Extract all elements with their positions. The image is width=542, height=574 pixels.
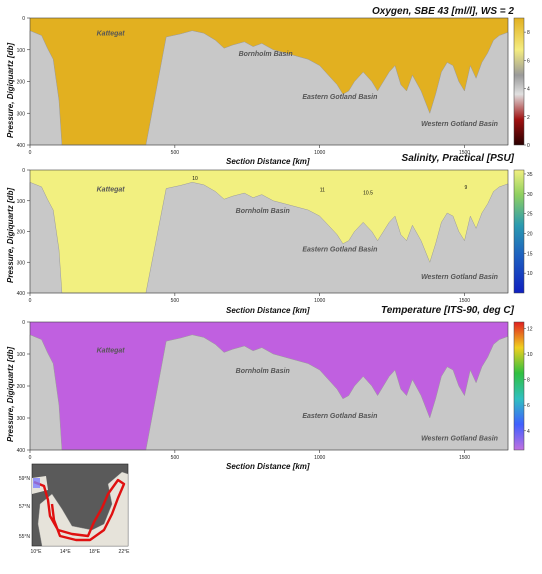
basin-label: Western Gotland Basin (421, 121, 498, 128)
basin-label: Bornholm Basin (236, 368, 290, 375)
y-tick-label: 400 (17, 143, 26, 149)
x-tick-label: 1000 (314, 150, 325, 156)
y-tick-label: 400 (17, 291, 26, 297)
colorbar (513, 169, 525, 294)
colorbar-tick-label: 6 (527, 403, 530, 409)
oxygen-xlabel: Section Distance [km] (226, 157, 310, 166)
colorbar-tick-label: 0 (527, 143, 530, 149)
basin-label: Kattegat (97, 187, 126, 194)
x-tick-label: 1000 (314, 298, 325, 304)
colorbar-tick-label: 35 (527, 172, 533, 178)
colorbar-tick-label: 12 (527, 326, 533, 332)
colorbar-tick-label: 10 (527, 271, 533, 277)
y-tick-label: 200 (17, 384, 26, 390)
basin-label: Kattegat (97, 347, 126, 354)
colorbar (513, 17, 525, 146)
y-tick-label: 100 (17, 352, 26, 358)
colorbar-tick-label: 2 (527, 115, 530, 121)
x-tick-label: 1000 (314, 455, 325, 461)
colorbar-tick-label: 8 (527, 30, 530, 36)
map-lon-label: 18°E (89, 549, 101, 555)
colorbar (513, 321, 525, 451)
y-tick-label: 200 (17, 230, 26, 236)
oxygen-title: Oxygen, SBE 43 [ml/l], WS = 2 (372, 6, 514, 17)
map-lat-label: 59°N (19, 476, 31, 482)
cruise-track (33, 478, 126, 542)
basin-label: Eastern Gotland Basin (302, 413, 377, 420)
x-tick-label: 1500 (459, 455, 470, 461)
cruise-track-map: 59°N 57°N 55°N 10°E 14°E 18°E 22°E (19, 463, 131, 555)
y-tick-label: 300 (17, 416, 26, 422)
colorbar-tick-label: 8 (527, 378, 530, 384)
x-tick-label: 500 (171, 150, 180, 156)
colorbar-tick-label: 25 (527, 212, 533, 218)
colorbar-tick-label: 20 (527, 231, 533, 237)
seabed-profile (29, 30, 509, 146)
y-tick-label: 400 (17, 448, 26, 454)
x-tick-label: 0 (29, 455, 32, 461)
y-tick-label: 0 (22, 320, 25, 326)
x-tick-label: 0 (29, 150, 32, 156)
contour-label: 10 (192, 176, 198, 182)
y-tick-label: 0 (22, 168, 25, 174)
temperature-xlabel: Section Distance [km] (226, 462, 310, 471)
basin-label: Kattegat (97, 30, 126, 37)
x-tick-label: 0 (29, 298, 32, 304)
basin-label: Eastern Gotland Basin (302, 94, 377, 101)
basin-label: Bornholm Basin (236, 208, 290, 215)
map-lon-label: 22°E (119, 549, 131, 555)
colorbar-tick-label: 30 (527, 192, 533, 198)
contour-label: 9 (465, 185, 468, 191)
y-tick-label: 200 (17, 80, 26, 86)
y-tick-label: 100 (17, 199, 26, 205)
seabed-profile (29, 334, 509, 451)
colorbar-tick-label: 6 (527, 58, 530, 64)
map-lat-label: 55°N (19, 534, 31, 540)
x-tick-label: 500 (171, 455, 180, 461)
salinity-xlabel: Section Distance [km] (226, 306, 310, 315)
colorbar-tick-label: 4 (527, 429, 530, 435)
map-lon-label: 10°E (31, 549, 43, 555)
salinity-panel: Salinity, Practical [PSU] Pressure, Digi… (0, 148, 542, 318)
y-tick-label: 300 (17, 111, 26, 117)
contour-label: 11 (320, 188, 325, 194)
y-tick-label: 100 (17, 48, 26, 54)
x-tick-label: 1500 (459, 150, 470, 156)
salinity-title: Salinity, Practical [PSU] (401, 153, 514, 164)
basin-label: Eastern Gotland Basin (302, 246, 377, 253)
map-lon-label: 14°E (60, 549, 72, 555)
temperature-title: Temperature [ITS-90, deg C] (381, 305, 514, 316)
x-tick-label: 1500 (459, 298, 470, 304)
basin-label: Western Gotland Basin (421, 435, 498, 442)
map-lat-label: 57°N (19, 504, 31, 510)
colorbar-tick-label: 10 (527, 352, 533, 358)
contour-label: 10.5 (363, 191, 373, 197)
y-tick-label: 300 (17, 260, 26, 266)
map-start-marker (33, 478, 40, 488)
seabed-profile (29, 181, 509, 294)
colorbar-tick-label: 15 (527, 251, 533, 257)
oxygen-panel: Oxygen, SBE 43 [ml/l], WS = 2 Pressure, … (0, 0, 542, 168)
y-tick-label: 0 (22, 16, 25, 22)
basin-label: Western Gotland Basin (421, 274, 498, 281)
basin-label: Bornholm Basin (239, 51, 293, 58)
x-tick-label: 500 (171, 298, 180, 304)
colorbar-tick-label: 4 (527, 87, 530, 93)
temperature-panel: Temperature [ITS-90, deg C] Pressure, Di… (0, 300, 542, 475)
